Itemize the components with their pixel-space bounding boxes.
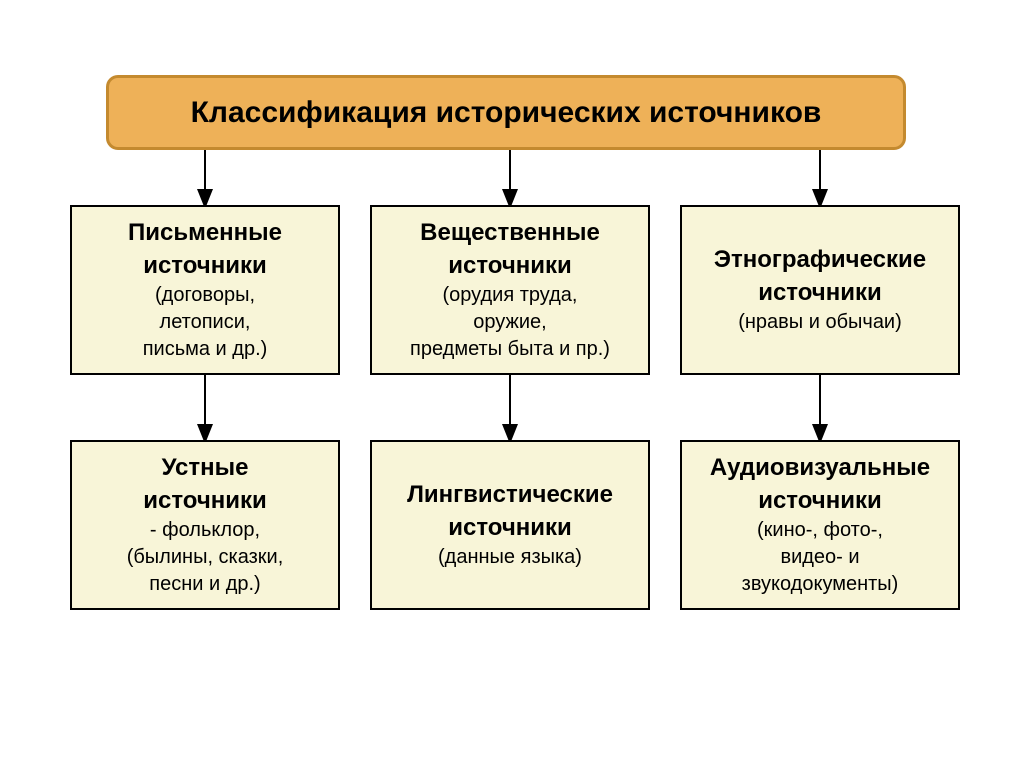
diagram-title-text: Классификация исторических источников xyxy=(191,96,822,130)
node-title: Вещественные источники xyxy=(420,217,600,282)
node-n1: Письменные источники(договоры, летописи,… xyxy=(70,205,340,375)
node-subtitle: (орудия труда, оружие, предметы быта и п… xyxy=(410,282,610,363)
node-title: Аудиовизуальные источники xyxy=(710,452,930,517)
node-subtitle: (данные языка) xyxy=(438,544,582,571)
node-n3: Этнографические источники(нравы и обычаи… xyxy=(680,205,960,375)
node-title: Лингвистические источники xyxy=(407,479,613,544)
node-subtitle: (нравы и обычаи) xyxy=(738,309,902,336)
node-n2: Вещественные источники(орудия труда, ору… xyxy=(370,205,650,375)
diagram-title: Классификация исторических источников xyxy=(106,75,906,150)
node-n5: Лингвистические источники(данные языка) xyxy=(370,440,650,610)
node-n4: Устные источники- фольклор, (былины, ска… xyxy=(70,440,340,610)
node-subtitle: - фольклор, (былины, сказки, песни и др.… xyxy=(127,517,284,598)
node-subtitle: (кино-, фото-, видео- и звукодокументы) xyxy=(742,517,899,598)
node-title: Устные источники xyxy=(143,452,267,517)
node-title: Письменные источники xyxy=(128,217,282,282)
node-n6: Аудиовизуальные источники(кино-, фото-, … xyxy=(680,440,960,610)
node-subtitle: (договоры, летописи, письма и др.) xyxy=(143,282,268,363)
node-title: Этнографические источники xyxy=(714,244,926,309)
